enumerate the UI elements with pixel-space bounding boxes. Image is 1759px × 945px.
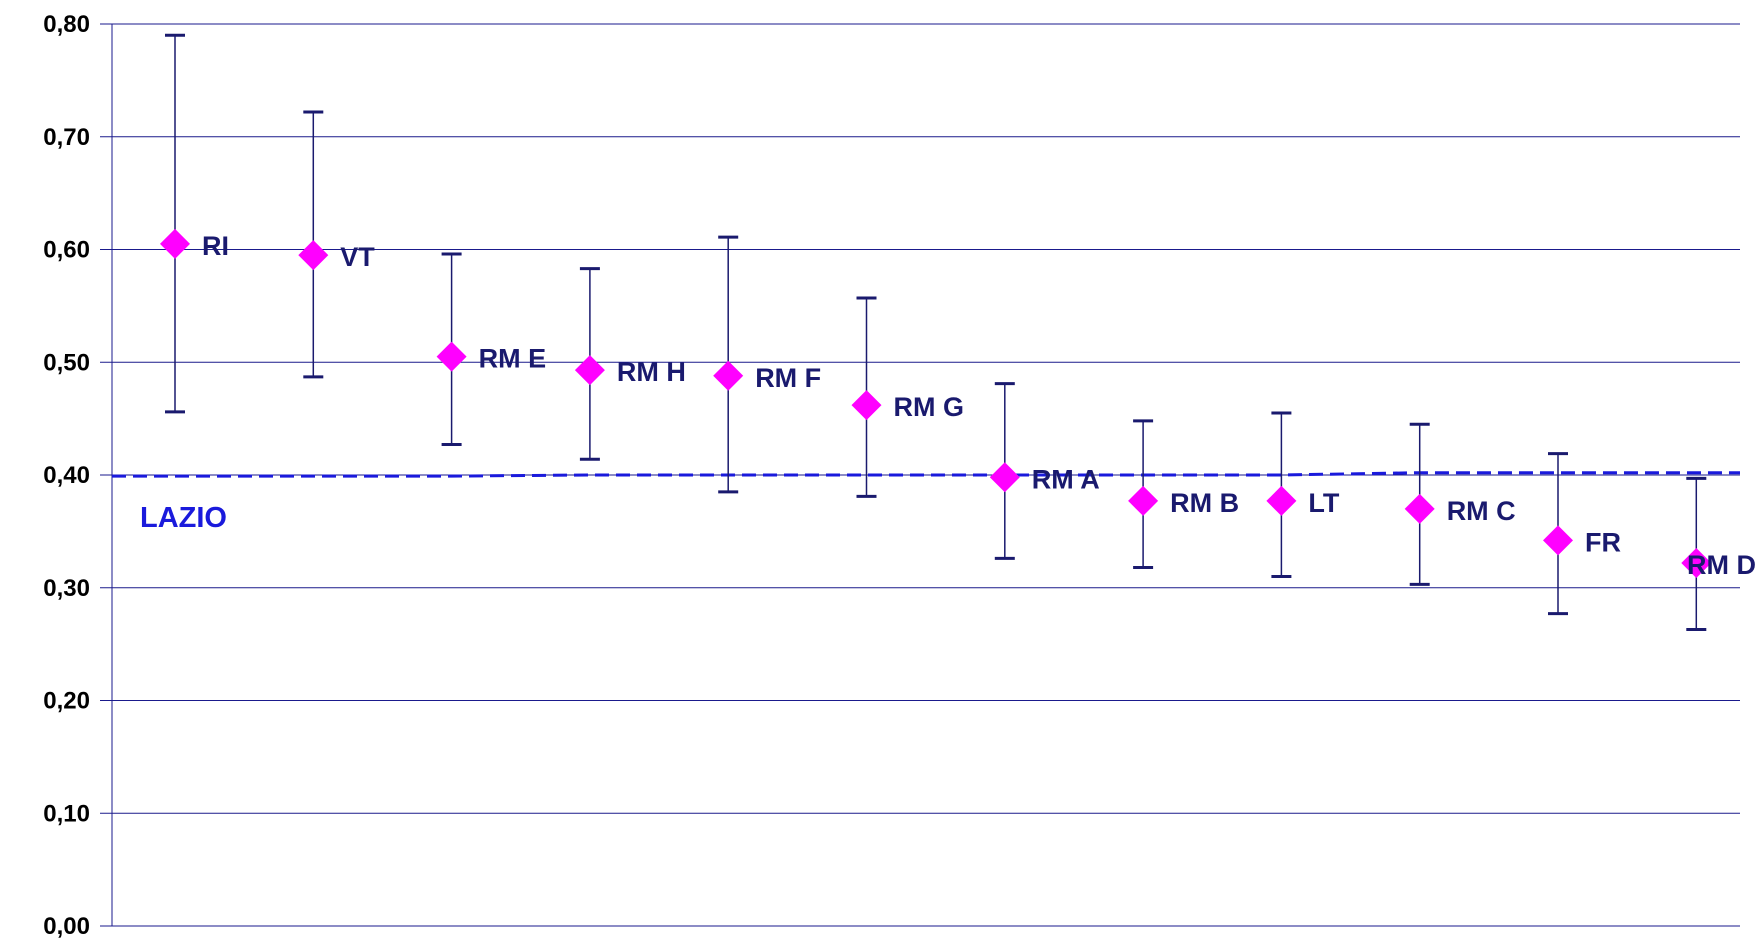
y-tick-label: 0,20 — [43, 688, 90, 715]
data-point — [298, 240, 329, 271]
y-tick-label: 0,60 — [43, 237, 90, 264]
data-point — [1543, 525, 1573, 556]
y-tick-label: 0,10 — [43, 800, 90, 827]
data-point — [851, 390, 882, 421]
data-point — [574, 355, 605, 386]
point-label: RM D — [1687, 550, 1756, 580]
point-label: VT — [340, 242, 375, 272]
point-label: RM A — [1032, 464, 1100, 494]
y-tick-label: 0,40 — [43, 462, 90, 489]
y-axis — [100, 23, 113, 927]
y-tick-label: 0,00 — [43, 913, 90, 940]
error-bars — [165, 33, 1707, 631]
point-label: RI — [202, 231, 229, 261]
y-tick-label: 0,80 — [43, 11, 90, 38]
point-label: LT — [1308, 488, 1339, 518]
reference-label: LAZIO — [140, 502, 227, 534]
grid-lines — [112, 23, 1740, 927]
y-tick-label: 0,70 — [43, 124, 90, 151]
y-tick-labels: 0,00 0,10 0,20 0,30 0,40 0,50 0,60 0,70 0,80 — [43, 11, 90, 940]
point-label: RM G — [894, 392, 965, 422]
data-points — [160, 228, 1712, 578]
data-point — [160, 228, 190, 259]
point-label: RM B — [1170, 488, 1239, 518]
point-label: RM F — [755, 363, 821, 393]
data-point — [713, 360, 744, 391]
data-point — [1266, 485, 1297, 516]
data-point — [1404, 493, 1435, 524]
point-labels: RI VT RM E RM H RM F RM G RM A RM B LT RM C FR RM D — [202, 231, 1756, 580]
reference-series: LAZIO — [112, 471, 1740, 534]
point-label: RM C — [1447, 496, 1516, 526]
data-point — [436, 341, 467, 372]
point-label: FR — [1585, 527, 1621, 557]
point-label: RM E — [479, 344, 546, 374]
data-point — [1128, 485, 1159, 516]
reference-line — [112, 471, 1740, 478]
y-tick-label: 0,30 — [43, 575, 90, 602]
y-tick-label: 0,50 — [43, 349, 90, 376]
data-point — [1681, 547, 1712, 578]
data-point — [989, 462, 1020, 493]
point-label: RM H — [617, 357, 686, 387]
